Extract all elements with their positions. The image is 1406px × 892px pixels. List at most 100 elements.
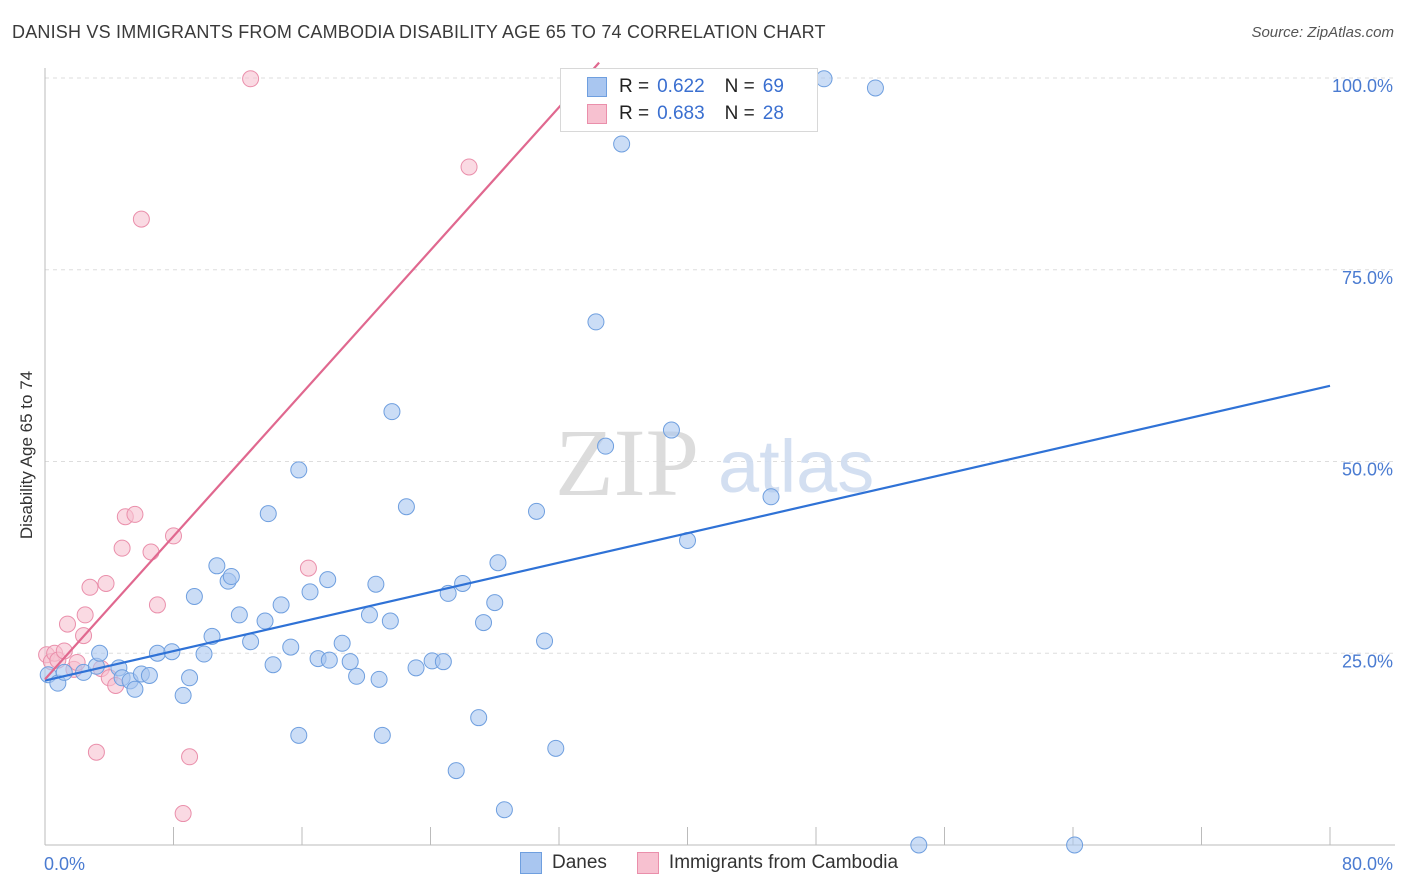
- legend-n-label: N =: [724, 76, 755, 97]
- cambodia-point: [58, 615, 76, 633]
- danes-point: [367, 575, 385, 593]
- danes-point: [242, 633, 260, 651]
- danes-point: [341, 653, 359, 671]
- grid-layer: [45, 77, 1395, 654]
- legend-n-value: 28: [762, 103, 784, 124]
- y-tick-label: 50.0%: [1342, 460, 1393, 480]
- danes-point: [547, 739, 565, 757]
- danes-point: [333, 634, 351, 652]
- danes-point: [662, 421, 680, 439]
- danes-point: [264, 656, 282, 674]
- legend-swatch-danes: [587, 77, 607, 97]
- y-tick-label: 25.0%: [1342, 651, 1393, 671]
- watermark: ZIP atlas: [555, 409, 874, 516]
- danes-point: [195, 645, 213, 663]
- bottom-legend-cambodia: Immigrants from Cambodia: [668, 852, 899, 873]
- legend-row-danes: R = 0.622 N = 69: [561, 74, 784, 100]
- danes-point: [536, 632, 554, 650]
- x-tick-label: 0.0%: [44, 854, 85, 874]
- y-axis-label: Disability Age 65 to 74: [17, 371, 36, 539]
- cambodia-point: [81, 578, 99, 596]
- danes-point: [140, 666, 158, 684]
- cambodia-point: [460, 158, 478, 176]
- bottom-legend-swatch-cambodia: [636, 852, 659, 874]
- danes-point: [587, 313, 605, 331]
- danes-point: [528, 502, 546, 520]
- danes-point: [222, 568, 240, 586]
- series-cambodia-points: [38, 70, 478, 823]
- cambodia-point: [132, 210, 150, 228]
- legend: R = 0.622 N = 69 R = 0.683 N = 28: [560, 68, 818, 132]
- danes-point: [259, 505, 277, 523]
- cambodia-point: [87, 743, 105, 761]
- danes-point: [256, 612, 274, 630]
- danes-point: [181, 669, 199, 687]
- danes-point: [174, 686, 192, 704]
- y-tick-label: 100.0%: [1332, 76, 1393, 96]
- danes-point: [475, 614, 493, 632]
- danes-point: [489, 554, 507, 572]
- danes-point: [866, 79, 884, 97]
- cambodia-point: [126, 505, 144, 523]
- cambodia-point: [299, 559, 317, 577]
- cambodia-point: [242, 70, 260, 88]
- cambodia-point: [142, 543, 160, 561]
- legend-n-value: 69: [762, 76, 784, 97]
- y-tick-label: 75.0%: [1342, 268, 1393, 288]
- danes-point: [447, 762, 465, 780]
- danes-point: [272, 596, 290, 614]
- danes-point: [1066, 836, 1084, 854]
- bottom-legend-danes: Danes: [552, 852, 607, 873]
- legend-r-value: 0.622: [657, 76, 705, 97]
- trend-lines: [44, 61, 1331, 682]
- danes-point: [370, 670, 388, 688]
- danes-point: [397, 498, 415, 516]
- bottom-legend: Danes Immigrants from Cambodia: [520, 852, 898, 874]
- danes-point: [290, 726, 308, 744]
- danes-point: [91, 644, 109, 662]
- legend-r-label: R =: [619, 76, 650, 97]
- cambodia-point: [97, 574, 115, 592]
- trend-line-cambodia: [44, 61, 600, 680]
- danes-point: [815, 70, 833, 88]
- danes-point: [613, 135, 631, 153]
- danes-point: [407, 659, 425, 677]
- danes-point: [185, 587, 203, 605]
- cambodia-point: [181, 748, 199, 766]
- trend-line-danes: [44, 384, 1331, 682]
- legend-n-label: N =: [724, 103, 755, 124]
- danes-point: [381, 612, 399, 630]
- danes-point: [470, 709, 488, 727]
- bottom-legend-swatch-danes: [520, 852, 542, 874]
- danes-point: [348, 667, 366, 685]
- danes-point: [301, 583, 319, 601]
- danes-point: [383, 403, 401, 421]
- danes-point: [320, 651, 338, 669]
- danes-point: [230, 606, 248, 624]
- legend-r-value: 0.683: [657, 103, 705, 124]
- x-tick-label: 80.0%: [1342, 854, 1393, 874]
- danes-point: [495, 801, 513, 819]
- chart-title: DANISH VS IMMIGRANTS FROM CAMBODIA DISAB…: [12, 22, 826, 42]
- danes-point: [486, 594, 504, 612]
- danes-point: [434, 653, 452, 671]
- cambodia-point: [148, 596, 166, 614]
- danes-point: [373, 726, 391, 744]
- legend-swatch-cambodia: [587, 104, 607, 124]
- series-danes-points: [39, 70, 1084, 854]
- danes-point: [762, 488, 780, 506]
- danes-point: [319, 571, 337, 589]
- legend-r-label: R =: [619, 103, 650, 124]
- watermark-atlas: atlas: [718, 425, 874, 508]
- danes-point: [126, 680, 144, 698]
- cambodia-point: [174, 805, 192, 823]
- danes-point: [597, 437, 615, 455]
- cambodia-point: [76, 606, 94, 624]
- cambodia-point: [113, 539, 131, 557]
- danes-point: [208, 557, 226, 575]
- danes-point: [282, 638, 300, 656]
- legend-row-cambodia: R = 0.683 N = 28: [561, 101, 784, 127]
- danes-point: [910, 836, 928, 854]
- danes-point: [360, 606, 378, 624]
